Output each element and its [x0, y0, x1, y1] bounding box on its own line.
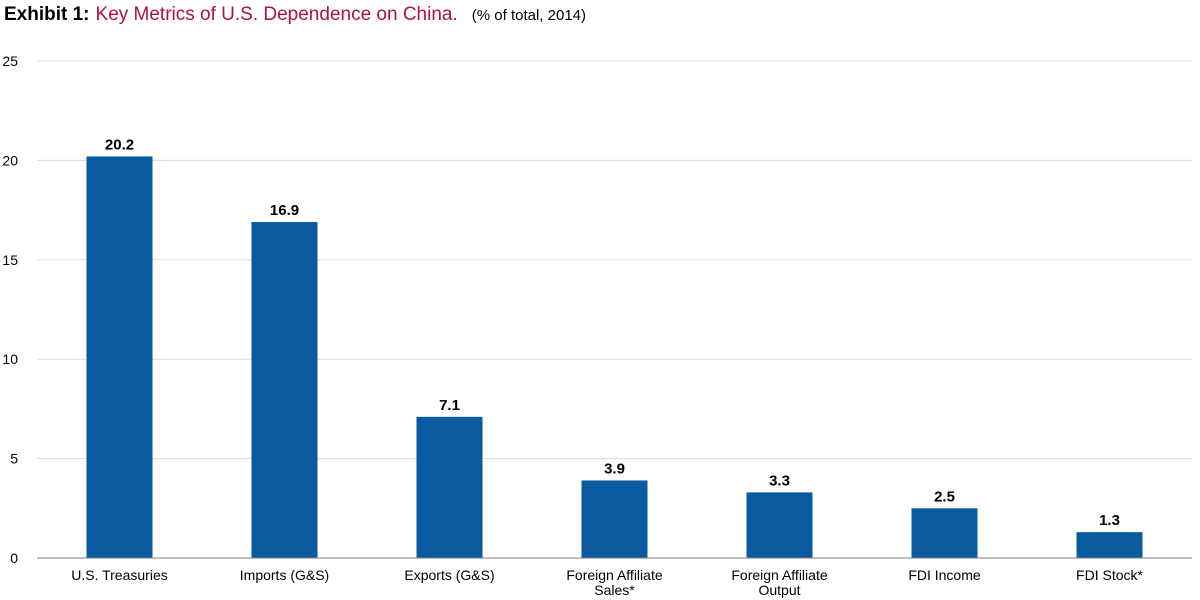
x-tick-label: Foreign Affiliate Sales*: [566, 567, 662, 598]
bar: [1076, 532, 1143, 558]
x-tick-label-line: Foreign Affiliate: [731, 567, 827, 583]
y-tick-label: 5: [10, 451, 18, 467]
exhibit-label: Exhibit 1:: [4, 4, 90, 25]
x-tick-label: FDI Income: [908, 567, 981, 583]
data-label: 16.9: [270, 202, 299, 219]
data-label: 2.5: [934, 488, 955, 505]
bar: [581, 480, 648, 558]
x-tick-label-line: Imports (G&S): [240, 567, 329, 583]
data-label: 7.1: [439, 397, 460, 414]
data-label: 20.2: [105, 136, 134, 153]
bar: [251, 222, 318, 558]
chart-title: Key Metrics of U.S. Dependence on China.: [95, 4, 458, 25]
x-tick-label-line: Output: [758, 582, 800, 598]
x-tick-label-line: U.S. Treasuries: [71, 567, 167, 583]
x-tick-label: Exports (G&S): [404, 567, 494, 583]
y-tick-label: 10: [2, 351, 18, 367]
data-label: 1.3: [1099, 512, 1120, 529]
y-tick-label: 25: [2, 53, 18, 69]
x-tick-label: FDI Stock*: [1076, 567, 1143, 583]
data-label: 3.9: [604, 460, 625, 477]
x-tick-label-line: Foreign Affiliate: [566, 567, 662, 583]
chart-title-row: Exhibit 1: Key Metrics of U.S. Dependenc…: [4, 4, 586, 32]
y-tick-label: 15: [2, 252, 18, 268]
chart-subtitle: (% of total, 2014): [471, 7, 586, 24]
x-tick-label: Foreign Affiliate Output: [731, 567, 827, 598]
x-tick-label-line: Exports (G&S): [404, 567, 494, 583]
bar: [746, 492, 813, 558]
x-tick-label-line: FDI Income: [908, 567, 981, 583]
x-tick-label-line: Sales*: [594, 582, 635, 598]
y-tick-label: 0: [10, 550, 18, 566]
bar: [86, 156, 153, 558]
y-tick-label: 20: [2, 152, 18, 168]
x-tick-label: Imports (G&S): [240, 567, 329, 583]
bar: [911, 508, 978, 558]
x-tick-label-line: FDI Stock*: [1076, 567, 1143, 583]
bar: [416, 416, 483, 558]
data-label: 3.3: [769, 472, 790, 489]
x-tick-label: U.S. Treasuries: [71, 567, 167, 583]
